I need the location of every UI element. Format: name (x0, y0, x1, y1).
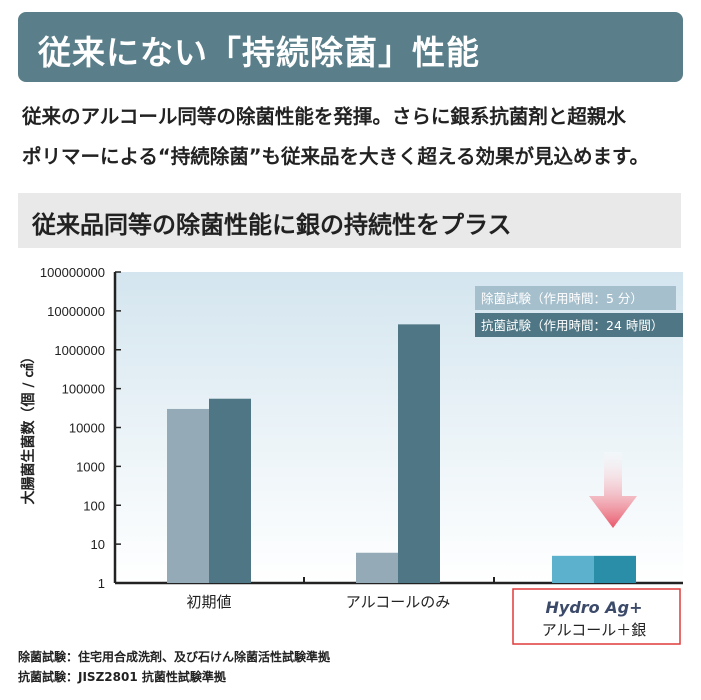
x-category-label: 初期値 (186, 593, 231, 611)
section-heading: 従来品同等の除菌性能に銀の持続性をプラス (32, 211, 512, 239)
footnote-antibacterial-test: 抗菌試験：JISZ2801 抗菌性試験準拠 (18, 670, 226, 684)
bar (594, 555, 636, 583)
intro-line-1: 従来のアルコール同等の除菌性能を発揮。さらに銀系抗菌剤と超親水 (22, 105, 626, 128)
footnote-sterilization-test: 除菌試験：住宅用合成洗剤、及び石けん除菌活性試験準拠 (18, 650, 331, 664)
x-category-label: アルコール＋銀 (542, 621, 647, 639)
down-arrow-icon (589, 452, 637, 528)
section-header-bar: 従来品同等の除菌性能に銀の持続性をプラス (18, 193, 681, 248)
y-tick-label: 1 (98, 576, 105, 591)
legend-label: 除菌試験（作用時間：5 分） (481, 291, 643, 306)
legend-swatch (475, 313, 683, 337)
legend-label: 抗菌試験（作用時間：24 時間） (481, 318, 663, 333)
y-tick-label: 10000 (69, 421, 105, 436)
y-tick-label: 10000000 (47, 304, 105, 319)
legend-swatch (475, 286, 676, 310)
y-axis-title: 大腸菌生菌数（個 / ㎠） (20, 350, 37, 505)
bar (356, 552, 398, 583)
y-tick-label: 10 (91, 537, 105, 552)
y-tick-label: 100 (83, 498, 105, 513)
highlight-box (512, 588, 681, 645)
bar-chart: 1 10 100 1000 10000 100000 1000000 10000000 1000… (20, 265, 683, 645)
y-tick-label: 100000 (62, 382, 105, 397)
page-title: 従来にない「持続除菌」性能 (38, 33, 480, 72)
y-tick-label: 1000000 (54, 343, 105, 358)
y-tick-label: 100000000 (40, 265, 105, 280)
hydro-ag-logo: Hydro Ag+ (546, 598, 643, 617)
intro-line-2: ポリマーによる“持続除菌”も従来品を大きく超える効果が見込めます。 (22, 145, 650, 168)
y-tick-label: 1000 (76, 459, 105, 474)
bar (398, 324, 440, 583)
title-banner: 従来にない「持続除菌」性能 (18, 12, 683, 82)
bar (167, 408, 209, 583)
bar (552, 555, 594, 583)
bar (209, 398, 251, 583)
x-category-label: アルコールのみ (346, 593, 451, 611)
